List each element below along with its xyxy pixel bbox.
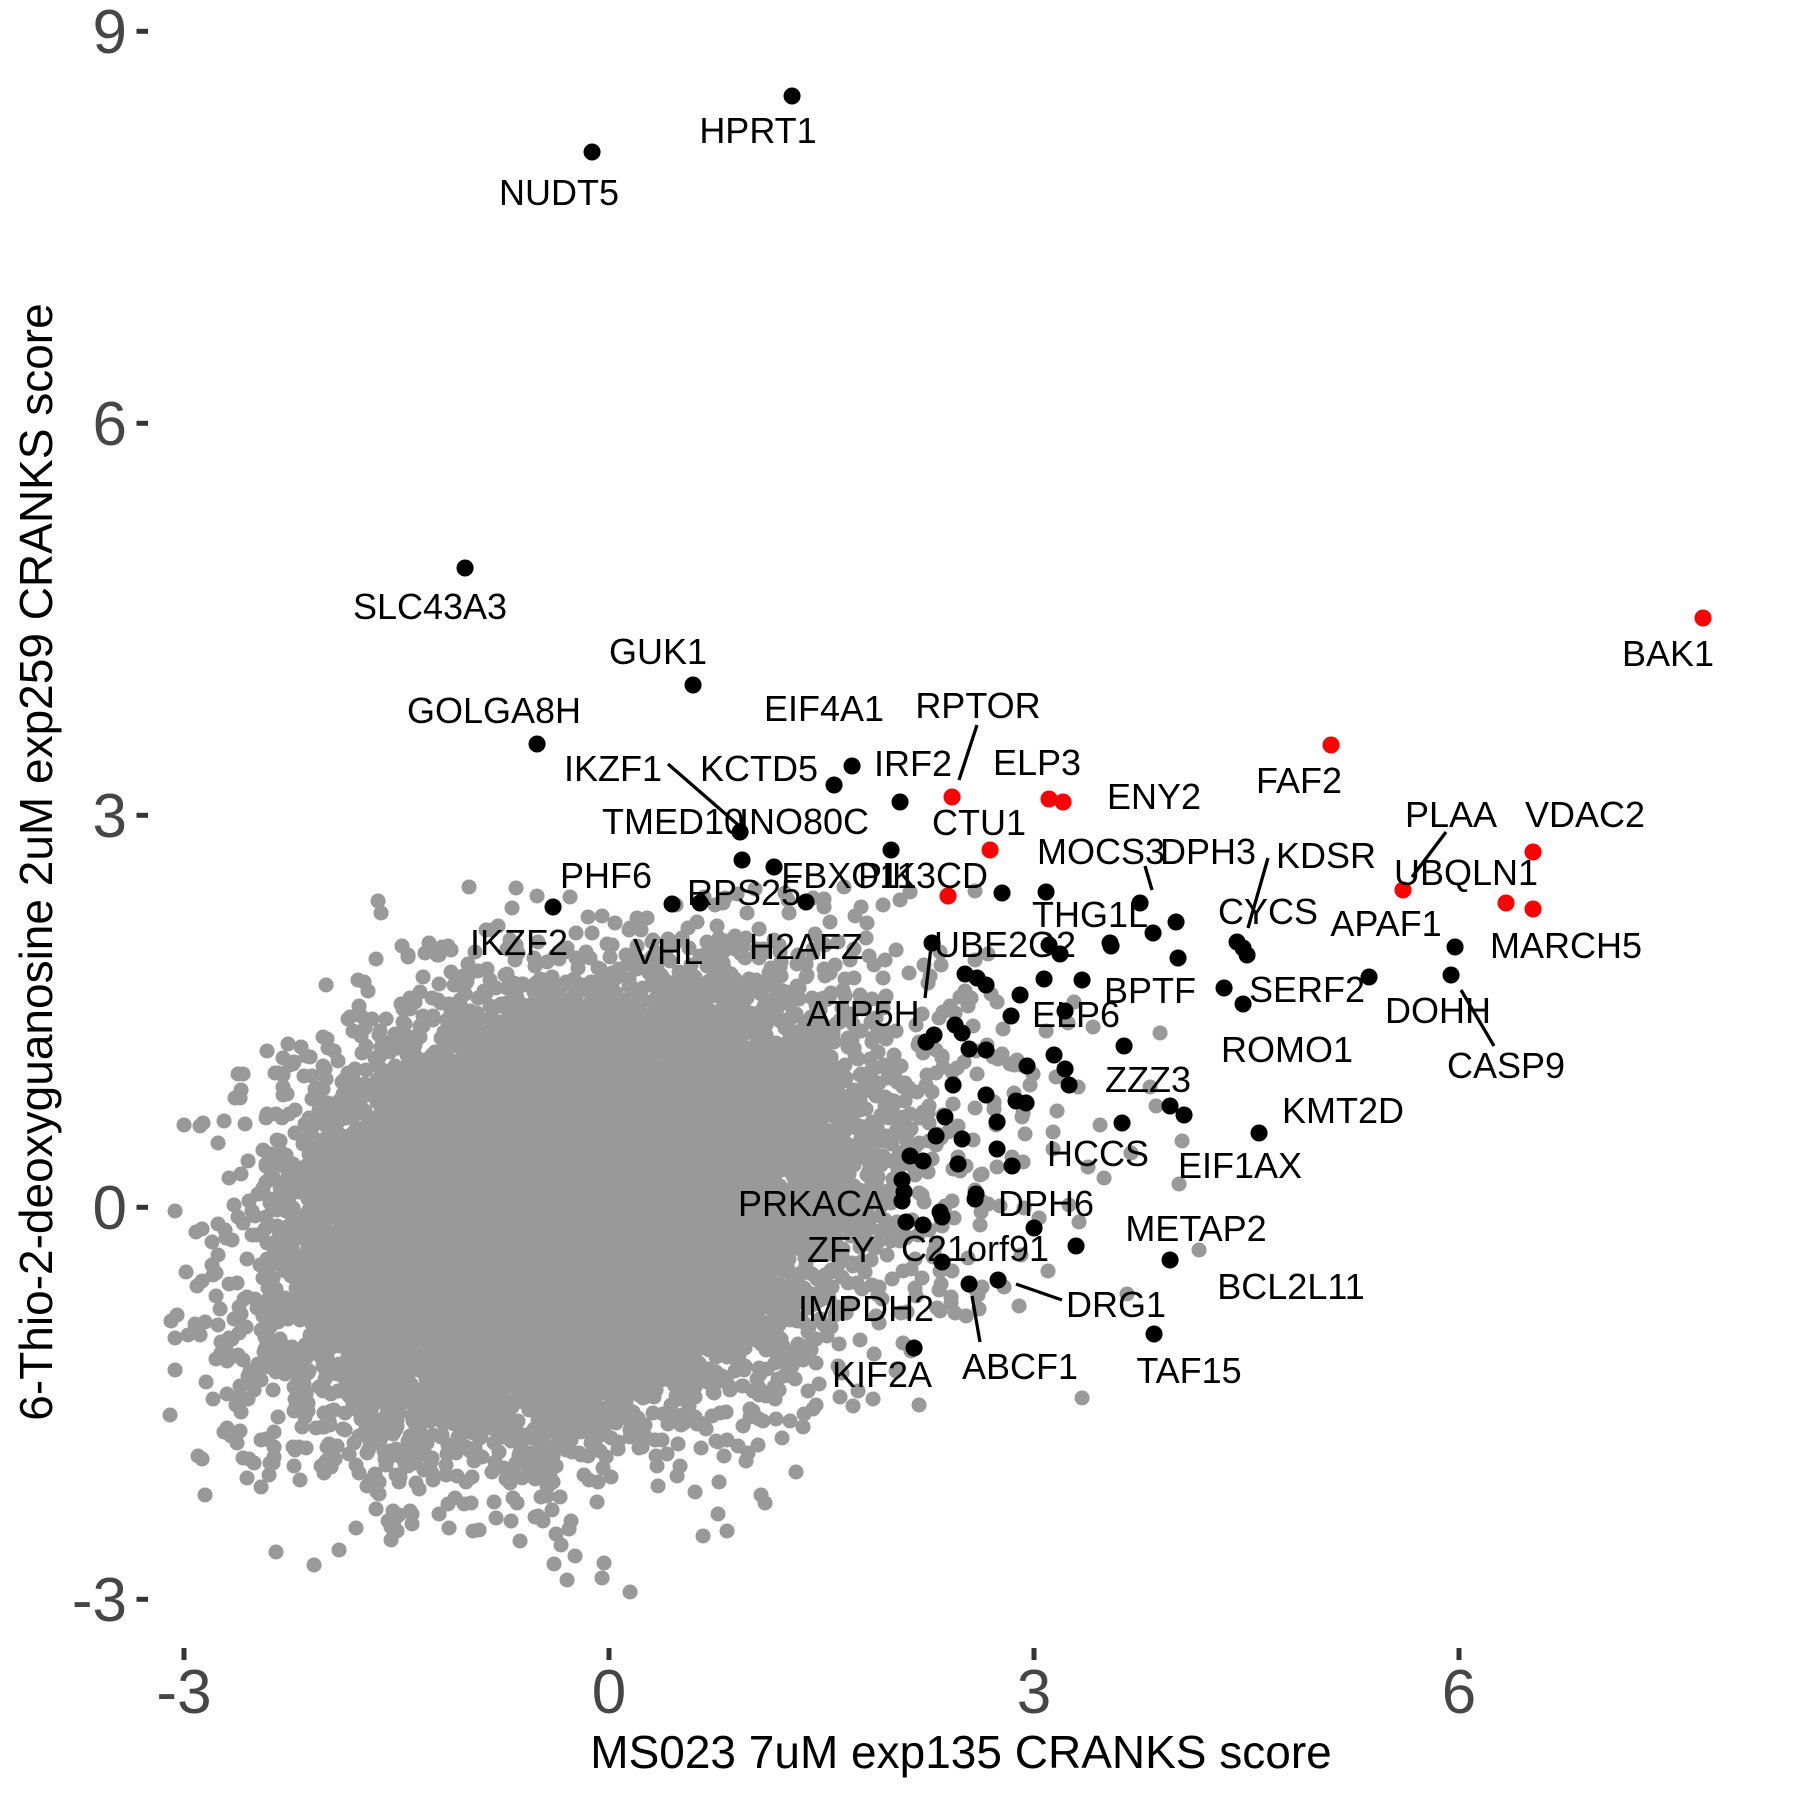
svg-text:KCTD5: KCTD5: [700, 748, 818, 789]
svg-text:VHL: VHL: [633, 931, 703, 972]
svg-text:DOHH: DOHH: [1385, 990, 1491, 1031]
svg-text:ZZZ3: ZZZ3: [1105, 1059, 1191, 1100]
svg-text:IRF2: IRF2: [874, 743, 952, 784]
svg-text:KMT2D: KMT2D: [1282, 1090, 1404, 1131]
svg-text:MS023 7uM exp135 CRANKS score: MS023 7uM exp135 CRANKS score: [590, 1726, 1331, 1778]
svg-text:CYCS: CYCS: [1218, 891, 1318, 932]
svg-text:APAF1: APAF1: [1330, 903, 1441, 944]
svg-text:-3: -3: [156, 1658, 211, 1727]
svg-text:INO80C: INO80C: [739, 801, 869, 842]
svg-text:ROMO1: ROMO1: [1221, 1029, 1353, 1070]
svg-text:H2AFZ: H2AFZ: [749, 926, 863, 967]
svg-text:CTU1: CTU1: [932, 802, 1026, 843]
svg-text:PRKACA: PRKACA: [738, 1183, 886, 1224]
svg-text:VDAC2: VDAC2: [1525, 794, 1645, 835]
svg-text:HCCS: HCCS: [1047, 1133, 1149, 1174]
svg-text:ELP6: ELP6: [1032, 994, 1120, 1035]
svg-text:GUK1: GUK1: [609, 631, 707, 672]
svg-text:UBQLN1: UBQLN1: [1394, 852, 1538, 893]
svg-text:KIF2A: KIF2A: [832, 1354, 932, 1395]
svg-text:EIF1AX: EIF1AX: [1178, 1145, 1302, 1186]
svg-text:0: 0: [93, 1174, 127, 1243]
svg-text:6-Thio-2-deoxyguanosine 2uM ex: 6-Thio-2-deoxyguanosine 2uM exp259 CRANK…: [10, 303, 62, 1420]
svg-text:TAF15: TAF15: [1136, 1350, 1241, 1391]
svg-text:UBE2G2: UBE2G2: [934, 924, 1076, 965]
svg-text:MARCH5: MARCH5: [1490, 925, 1642, 966]
svg-text:ABCF1: ABCF1: [962, 1346, 1078, 1387]
svg-text:-3: -3: [72, 1566, 127, 1635]
svg-text:RPS25: RPS25: [687, 872, 801, 913]
svg-text:KDSR: KDSR: [1276, 835, 1376, 876]
svg-text:FAF2: FAF2: [1256, 760, 1342, 801]
svg-text:THG1L: THG1L: [1032, 894, 1148, 935]
svg-text:0: 0: [592, 1658, 626, 1727]
svg-text:GOLGA8H: GOLGA8H: [407, 690, 581, 731]
svg-text:FBXO11: FBXO11: [781, 855, 916, 896]
svg-text:3: 3: [1017, 1658, 1051, 1727]
svg-text:EIF4A1: EIF4A1: [764, 688, 884, 729]
svg-text:ZFY: ZFY: [807, 1229, 875, 1270]
svg-text:DPH6: DPH6: [998, 1183, 1094, 1224]
svg-text:6: 6: [1442, 1658, 1476, 1727]
svg-text:NUDT5: NUDT5: [499, 172, 619, 213]
svg-text:HPRT1: HPRT1: [699, 110, 816, 151]
svg-text:6: 6: [93, 390, 127, 459]
svg-text:ATP5H: ATP5H: [806, 993, 919, 1034]
svg-text:IKZF2: IKZF2: [470, 922, 568, 963]
svg-text:PHF6: PHF6: [560, 855, 652, 896]
svg-text:BCL2L11: BCL2L11: [1217, 1266, 1364, 1307]
svg-text:DRG1: DRG1: [1066, 1284, 1166, 1325]
svg-text:DPH3: DPH3: [1160, 831, 1256, 872]
svg-text:C21orf91: C21orf91: [901, 1228, 1049, 1269]
svg-text:METAP2: METAP2: [1125, 1208, 1266, 1249]
svg-text:PLAA: PLAA: [1405, 794, 1497, 835]
svg-text:PIK3CD: PIK3CD: [858, 855, 988, 896]
svg-text:3: 3: [93, 782, 127, 851]
svg-text:SLC43A3: SLC43A3: [353, 586, 507, 627]
svg-text:ELP3: ELP3: [993, 742, 1081, 783]
svg-text:9: 9: [93, 0, 127, 67]
svg-text:TMED10: TMED10: [602, 801, 744, 842]
svg-text:BAK1: BAK1: [1622, 633, 1714, 674]
svg-text:CASP9: CASP9: [1447, 1045, 1565, 1086]
svg-text:SERF2: SERF2: [1249, 969, 1365, 1010]
svg-text:ENY2: ENY2: [1107, 776, 1201, 817]
svg-text:IMPDH2: IMPDH2: [798, 1288, 934, 1329]
svg-text:IKZF1: IKZF1: [564, 748, 662, 789]
svg-text:MOCS3: MOCS3: [1037, 831, 1165, 872]
svg-text:BPTF: BPTF: [1104, 970, 1196, 1011]
svg-text:RPTOR: RPTOR: [915, 685, 1040, 726]
